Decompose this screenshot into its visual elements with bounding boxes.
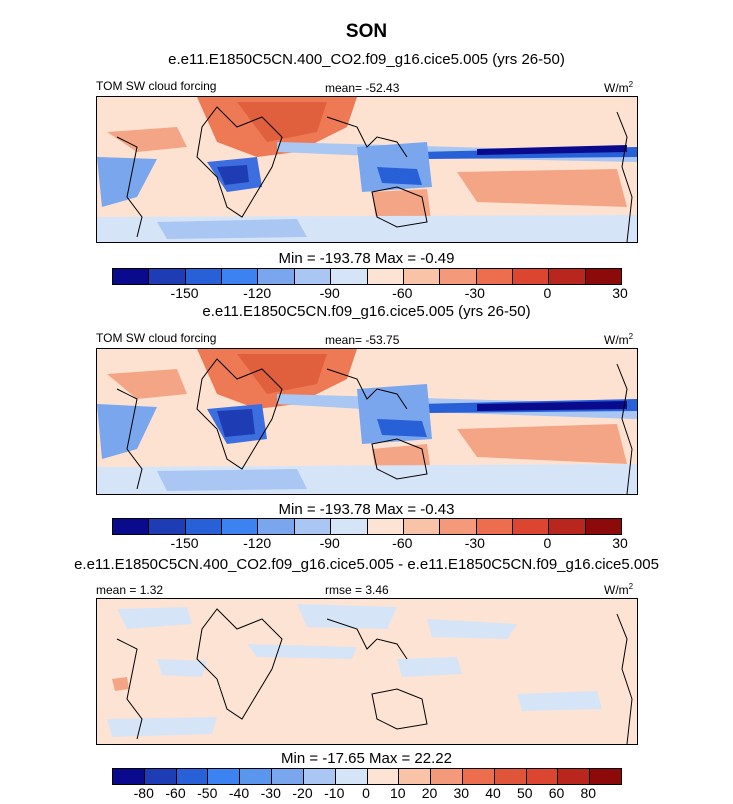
panel1-mean-label: mean= -52.43 <box>325 81 400 95</box>
colorbar-swatch <box>272 769 304 784</box>
colorbar-swatch <box>294 269 332 284</box>
panel1-units-label: W/m2 <box>604 80 634 95</box>
colorbar-swatch <box>331 519 368 534</box>
colorbar-swatch <box>222 269 259 284</box>
colorbar-swatch <box>526 769 559 784</box>
colorbar-tick-label: 30 <box>453 785 470 801</box>
colorbar-tick-label: -30 <box>464 535 485 551</box>
panel2-units-label: W/m2 <box>604 332 634 347</box>
colorbar-tick-label: 0 <box>362 785 370 801</box>
panel1-field-label: TOM SW cloud forcing <box>96 79 217 93</box>
colorbar-tick-label: 10 <box>389 785 406 801</box>
colorbar-tick-label: -90 <box>319 535 340 551</box>
colorbar-tick-label: -60 <box>392 285 413 301</box>
colorbar-tick-label: 50 <box>516 785 533 801</box>
colorbar-tick-label: 30 <box>612 285 628 301</box>
colorbar-swatch <box>585 519 622 534</box>
colorbar-tick-label: -50 <box>197 785 218 801</box>
panel1-map-field <box>97 97 637 242</box>
colorbar-swatch <box>367 769 400 784</box>
colorbar-swatch <box>440 519 477 534</box>
colorbar-swatch <box>431 769 463 784</box>
colorbar-tick-label: -30 <box>464 285 485 301</box>
colorbar-tick-label: -20 <box>292 785 313 801</box>
colorbar-tick-label: -40 <box>228 785 250 801</box>
panel3-subtitle: e.e11.E1850C5CN.400_CO2.f09_g16.cice5.00… <box>74 556 659 573</box>
colorbar-swatch <box>403 519 441 534</box>
panel3-minmax: Min = -17.65 Max = 22.22 <box>281 750 452 767</box>
panel1-map <box>96 96 638 243</box>
colorbar-tick-label: -60 <box>392 535 413 551</box>
colorbar-tick-label: 60 <box>548 785 565 801</box>
colorbar-tick-label: -90 <box>319 285 340 301</box>
panel1-minmax: Min = -193.78 Max = -0.49 <box>278 250 455 267</box>
colorbar-tick-label: 80 <box>580 785 597 801</box>
colorbar-swatch <box>185 519 223 534</box>
colorbar-tick-label: 30 <box>612 535 628 551</box>
panel3-colorbar <box>112 768 622 785</box>
colorbar-swatch <box>367 269 404 284</box>
colorbar-swatch <box>585 269 622 284</box>
colorbar-swatch <box>240 769 273 784</box>
panel2-subtitle: e.e11.E1850C5CN.f09_g16.cice5.005 (yrs 2… <box>202 303 531 320</box>
colorbar-tick-label: -120 <box>243 535 272 551</box>
panel1-subtitle: e.e11.E1850C5CN.400_CO2.f09_g16.cice5.00… <box>168 51 565 68</box>
panel2-minmax: Min = -193.78 Max = -0.43 <box>278 501 455 518</box>
colorbar-swatch <box>176 769 209 784</box>
panel2-map-field <box>97 349 637 494</box>
panel3-mean-label: mean = 1.32 <box>96 583 164 597</box>
colorbar-swatch <box>558 769 591 784</box>
panel3-map-field <box>97 599 637 744</box>
colorbar-swatch <box>399 769 432 784</box>
colorbar-tick-label: -120 <box>243 285 272 301</box>
colorbar-swatch <box>367 519 404 534</box>
colorbar-swatch <box>549 269 586 284</box>
colorbar-swatch <box>113 519 150 534</box>
colorbar-swatch <box>149 519 186 534</box>
panel2-map <box>96 348 638 495</box>
colorbar-tick-label: 0 <box>543 535 552 551</box>
colorbar-tick-label: 40 <box>485 785 501 801</box>
colorbar-swatch <box>512 519 550 534</box>
colorbar-swatch <box>403 269 441 284</box>
colorbar-tick-label: -150 <box>170 285 199 301</box>
colorbar-swatch <box>335 769 368 784</box>
colorbar-swatch <box>549 519 586 534</box>
panel3-map <box>96 598 638 745</box>
colorbar-swatch <box>512 269 550 284</box>
panel2-mean-label: mean= -53.75 <box>325 333 400 347</box>
colorbar-tick-label: -10 <box>324 785 345 801</box>
colorbar-swatch <box>144 769 177 784</box>
colorbar-swatch <box>149 269 186 284</box>
colorbar-swatch <box>303 769 336 784</box>
colorbar-swatch <box>113 269 150 284</box>
colorbar-swatch <box>494 769 527 784</box>
panel3-units-label: W/m2 <box>604 582 634 597</box>
colorbar-tick-label: 0 <box>543 285 552 301</box>
colorbar-swatch <box>331 269 368 284</box>
colorbar-swatch <box>113 769 145 784</box>
colorbar-swatch <box>590 769 621 784</box>
panel2-colorbar <box>112 518 622 535</box>
colorbar-swatch <box>440 269 477 284</box>
colorbar-tick-label: -150 <box>170 535 199 551</box>
colorbar-swatch <box>462 769 495 784</box>
colorbar-tick-label: -80 <box>133 785 154 801</box>
colorbar-tick-label: 20 <box>421 785 438 801</box>
colorbar-swatch <box>258 269 295 284</box>
figure-title: SON <box>345 21 388 42</box>
colorbar-swatch <box>208 769 241 784</box>
panel2-field-label: TOM SW cloud forcing <box>96 331 217 345</box>
colorbar-swatch <box>476 269 513 284</box>
colorbar-swatch <box>476 519 513 534</box>
colorbar-swatch <box>222 519 259 534</box>
panel3-rmse-label: rmse = 3.46 <box>325 583 389 597</box>
colorbar-swatch <box>294 519 332 534</box>
colorbar-swatch <box>258 519 295 534</box>
colorbar-tick-label: -30 <box>260 785 281 801</box>
colorbar-tick-label: -60 <box>165 785 186 801</box>
colorbar-swatch <box>185 269 223 284</box>
panel1-colorbar <box>112 268 622 285</box>
